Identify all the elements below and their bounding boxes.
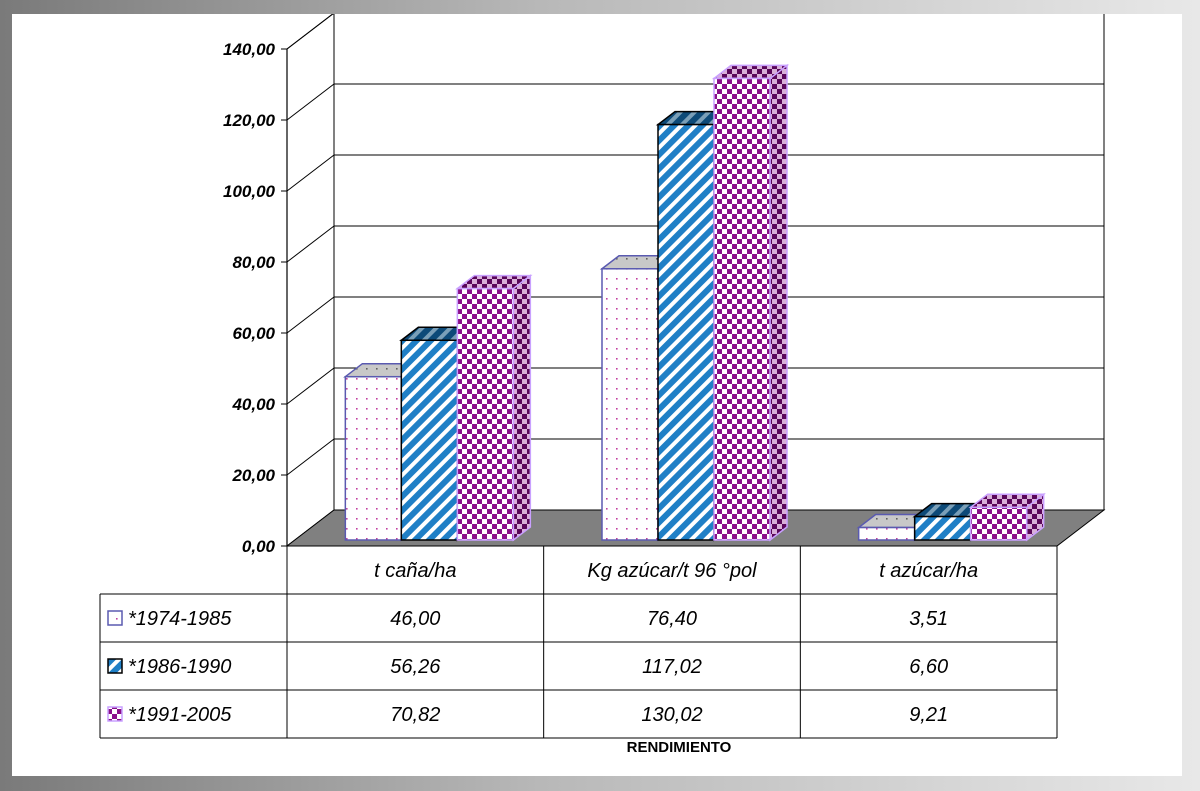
data-table: t caña/ha Kg azúcar/t 96 °pol t azúcar/ha *… [99, 545, 1058, 739]
data-value: 6,60 [909, 656, 948, 678]
gridline-side [286, 154, 335, 192]
y-tick-label: 80,00 [232, 253, 275, 272]
data-value: 56,26 [390, 656, 441, 678]
bar [456, 287, 515, 541]
bar [344, 375, 403, 541]
bar [969, 506, 1028, 541]
y-tick-label: 20,00 [231, 466, 275, 485]
y-tick-label: 140,00 [223, 40, 276, 59]
category-label: Kg azúcar/t 96 °pol [587, 560, 757, 582]
data-value: 70,82 [390, 704, 440, 726]
legend-swatch [107, 706, 123, 722]
y-tick-label: 120,00 [223, 111, 276, 130]
bar-side [512, 274, 532, 542]
bar-side [769, 63, 788, 542]
data-value: 46,00 [390, 608, 440, 630]
data-value: 9,21 [909, 704, 948, 726]
category-label: t caña/ha [374, 560, 456, 582]
data-value: 117,02 [642, 656, 702, 678]
gridline-side [286, 296, 335, 334]
gridline-side [286, 367, 335, 405]
y-tick-label: 60,00 [232, 324, 275, 343]
legend-label: *1986-1990 [128, 656, 231, 678]
side-wall [286, 14, 335, 548]
legend-swatch [107, 610, 123, 626]
y-tick-label: 100,00 [223, 182, 276, 201]
bar [400, 339, 459, 541]
chart-frame: 0,00 20,00 40,00 60,00 80,00 100,00 120,00 140,… [12, 14, 1182, 776]
bar [913, 515, 972, 541]
gridline-side [286, 225, 335, 263]
legend-label: *1991-2005 [128, 704, 232, 726]
legend-swatch [107, 658, 123, 674]
data-value: 130,02 [641, 704, 702, 726]
x-axis-title: RENDIMIENTO [627, 739, 732, 756]
bar [713, 77, 771, 541]
gridline-side [286, 14, 334, 50]
plot-area: 0,00 20,00 40,00 60,00 80,00 100,00 120,00 140,… [223, 14, 1106, 556]
bar [857, 526, 916, 541]
legend-label: *1974-1985 [128, 608, 232, 630]
bar-chart: 0,00 20,00 40,00 60,00 80,00 100,00 120,00 140,… [99, 14, 1106, 756]
gridline-side [286, 438, 335, 476]
data-value: 76,40 [647, 608, 697, 630]
category-label: t azúcar/ha [879, 560, 978, 582]
data-value: 3,51 [909, 608, 948, 630]
bar [657, 123, 715, 541]
y-tick-label: 40,00 [231, 395, 275, 414]
y-tick-label: 0,00 [242, 537, 276, 556]
bar [601, 268, 659, 541]
gridline-side [286, 83, 335, 121]
